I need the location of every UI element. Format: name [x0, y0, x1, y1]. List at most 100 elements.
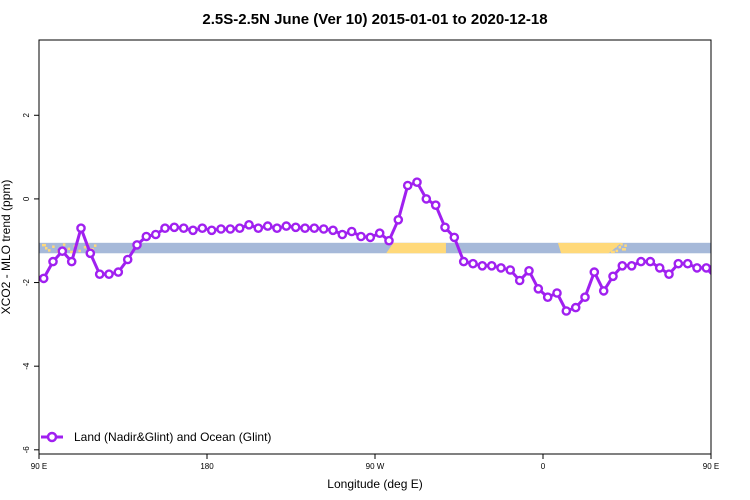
data-point	[626, 260, 637, 271]
y-tick-label: -4	[22, 362, 31, 370]
y-axis-label: XCO2 - MLO trend (ppm)	[0, 180, 13, 315]
data-point	[216, 224, 226, 234]
data-point	[721, 258, 728, 265]
data-point	[393, 214, 404, 225]
data-point	[645, 256, 656, 267]
data-point	[234, 223, 245, 233]
data-point	[533, 283, 544, 294]
data-point	[141, 231, 152, 242]
data-point	[57, 246, 68, 256]
data-point	[617, 260, 628, 271]
data-point	[542, 292, 553, 303]
y-axis: -6 -4 -2 0 2	[22, 112, 39, 453]
data-point	[337, 229, 348, 240]
x-tick-label: 0	[541, 462, 546, 471]
data-point	[262, 221, 273, 231]
data-point	[673, 258, 684, 269]
data-point	[430, 200, 441, 210]
data-point	[692, 263, 702, 273]
data-point	[486, 260, 497, 271]
series-layer	[39, 177, 747, 316]
land-segment	[595, 243, 627, 254]
data-point	[477, 260, 488, 271]
data-point	[346, 226, 357, 237]
data-point	[384, 235, 394, 246]
data-point	[281, 221, 292, 231]
data-point	[318, 224, 329, 234]
data-point	[580, 292, 590, 303]
data-point	[253, 223, 264, 233]
x-axis-label: Longitude (deg E)	[327, 477, 422, 491]
data-point	[197, 223, 208, 233]
data-point	[356, 231, 366, 242]
data-point	[514, 275, 525, 286]
surface-band	[39, 242, 750, 254]
data-point	[244, 219, 254, 230]
data-point	[421, 194, 432, 204]
x-tick-label: 90 E	[31, 462, 47, 471]
data-point	[85, 248, 96, 259]
data-point	[608, 271, 618, 282]
x-axis: 90 E 180 90 W 0 90 E	[31, 454, 719, 471]
ocean-band	[39, 242, 711, 254]
land-segment	[714, 243, 750, 253]
data-point	[122, 254, 133, 265]
data-point	[731, 250, 738, 257]
data-point	[496, 263, 506, 273]
data-point	[39, 273, 49, 284]
data-point	[169, 222, 180, 233]
data-point	[309, 223, 320, 233]
legend-marker-swatch	[46, 431, 58, 443]
data-point	[374, 228, 385, 238]
data-point	[440, 222, 450, 233]
data-point	[188, 225, 198, 236]
data-point	[225, 224, 236, 234]
data-point	[561, 306, 572, 316]
legend: Land (Nadir&Glint) and Ocean (Glint)	[41, 430, 271, 444]
data-point	[48, 256, 58, 267]
data-point	[150, 229, 161, 240]
data-point	[468, 258, 478, 269]
data-point	[458, 256, 469, 267]
x-tick-label: 180	[200, 462, 214, 471]
data-point	[94, 269, 105, 280]
data-point	[328, 225, 338, 236]
data-point	[206, 225, 217, 236]
data-point	[178, 223, 189, 233]
data-point	[76, 223, 86, 233]
data-point	[701, 263, 711, 273]
data-point	[272, 223, 282, 233]
x-tick-label: 90 E	[703, 462, 719, 471]
y-tick-label: -2	[22, 278, 31, 286]
data-point	[505, 265, 516, 275]
data-point	[132, 240, 142, 250]
data-point	[449, 232, 460, 243]
land-segment	[386, 242, 446, 254]
data-point	[598, 286, 609, 296]
data-point	[570, 302, 581, 313]
data-point	[524, 265, 534, 276]
data-point	[66, 256, 77, 267]
x-tick-label: 90 W	[366, 462, 385, 471]
data-point	[412, 177, 422, 187]
data-point	[290, 222, 301, 233]
chart-title: 2.5S-2.5N June (Ver 10) 2015-01-01 to 20…	[202, 11, 547, 28]
data-point	[104, 269, 114, 280]
data-point	[365, 232, 376, 243]
data-point	[664, 269, 674, 280]
data-point	[710, 277, 711, 280]
data-point	[160, 223, 170, 233]
y-tick-label: -6	[22, 446, 31, 454]
data-point	[636, 256, 646, 267]
data-point	[113, 267, 124, 277]
y-tick-label: 0	[22, 196, 31, 201]
data-point	[740, 258, 747, 265]
data-point	[682, 258, 693, 269]
data-point	[552, 288, 562, 298]
legend-label: Land (Nadir&Glint) and Ocean (Glint)	[74, 430, 271, 444]
data-point	[654, 263, 665, 273]
data-point	[300, 223, 310, 233]
data-point	[589, 267, 600, 277]
data-point	[402, 180, 413, 191]
